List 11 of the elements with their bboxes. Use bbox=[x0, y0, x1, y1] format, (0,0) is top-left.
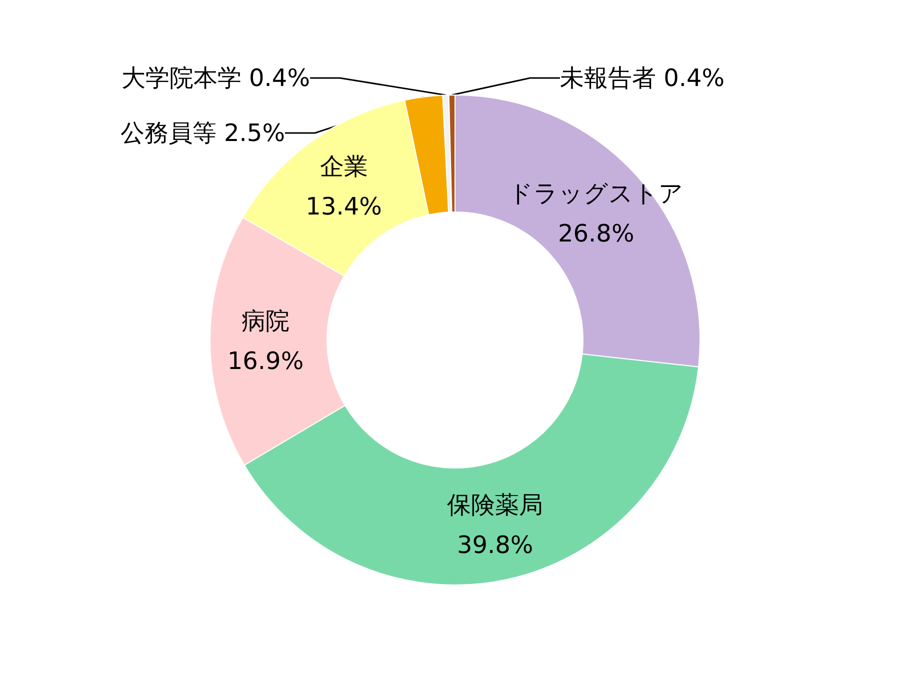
slice-label: 保険薬局 bbox=[447, 491, 544, 520]
data-label: 13.4% bbox=[306, 192, 382, 221]
slice-label: 企業 bbox=[320, 152, 368, 181]
data-label: 39.8% bbox=[456, 531, 534, 560]
slice-label: ドラッグストア bbox=[508, 180, 684, 208]
slice-label: 病院 bbox=[242, 307, 290, 336]
data-label: 16.9% bbox=[227, 347, 304, 376]
slice-label: 未報告者 0.4% bbox=[560, 64, 725, 92]
slice-label: 大学院本学 0.4% bbox=[121, 64, 310, 92]
slice-label: 公務員等 2.5% bbox=[120, 119, 285, 147]
data-label: 26.8% bbox=[558, 220, 634, 248]
